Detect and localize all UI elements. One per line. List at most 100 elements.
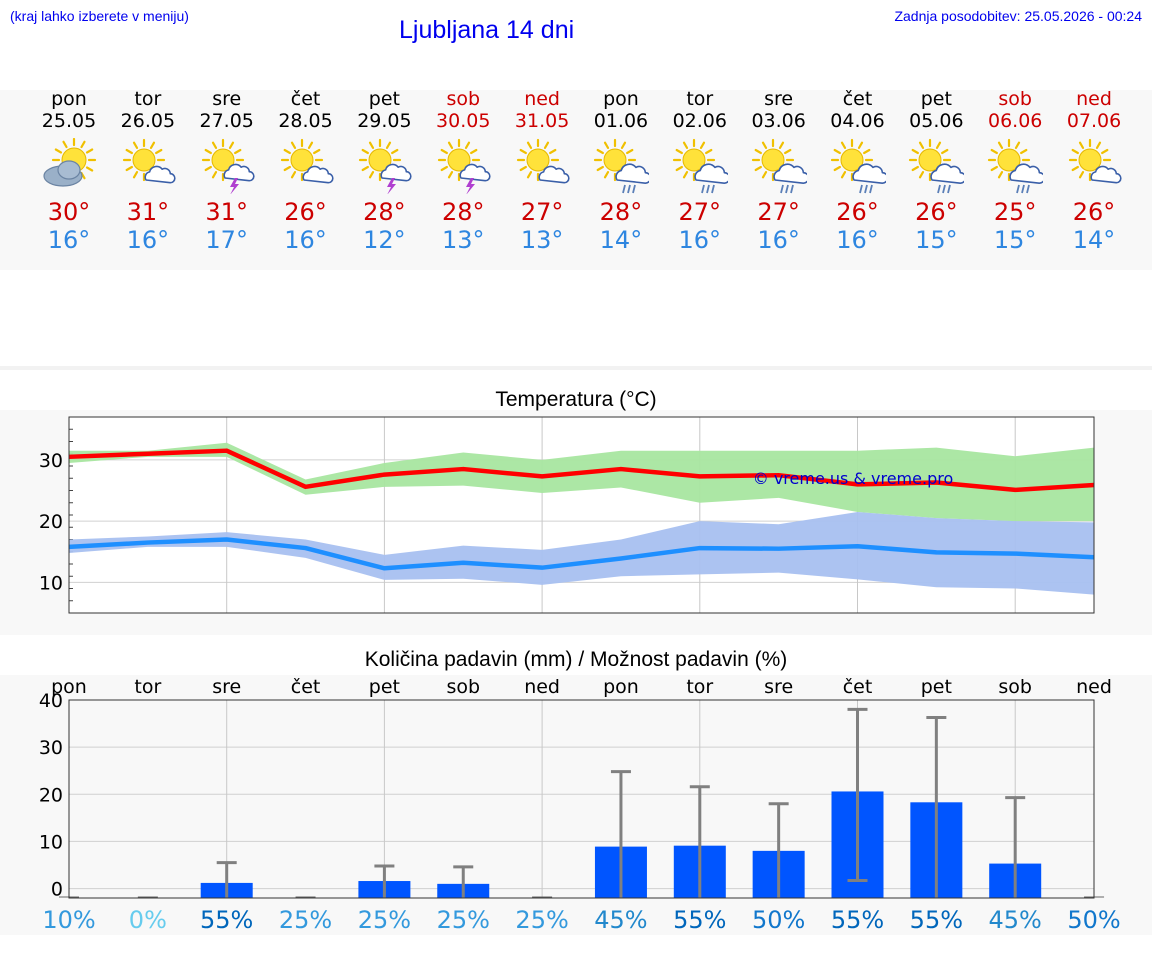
cloud-shape bbox=[538, 165, 570, 184]
day-name: pon bbox=[603, 88, 639, 110]
temp-min: 15° bbox=[915, 226, 958, 254]
x-category-label: sre bbox=[212, 676, 241, 698]
sun-ray bbox=[307, 141, 313, 149]
day-column: čet 04.06 26° 16° bbox=[818, 88, 897, 254]
sun-rain-icon bbox=[988, 138, 1044, 194]
sun-ray bbox=[290, 141, 296, 149]
last-update: Zadnja posodobitev: 25.05.2026 - 00:24 bbox=[894, 8, 1142, 24]
sun-ray bbox=[833, 165, 841, 172]
sun-ray bbox=[620, 141, 627, 149]
temp-max: 27° bbox=[678, 198, 722, 226]
temp-min: 13° bbox=[520, 226, 564, 254]
rain-drop bbox=[710, 184, 715, 194]
y-tick-label: 30 bbox=[39, 737, 63, 759]
sun-cloud-icon bbox=[516, 138, 570, 184]
sun-storm-icon bbox=[359, 138, 412, 194]
rain-drop bbox=[1021, 184, 1026, 194]
sun-ray bbox=[833, 148, 841, 155]
sun-ray bbox=[704, 148, 713, 155]
temp-min: 16° bbox=[284, 226, 327, 254]
sun-ray bbox=[448, 141, 454, 149]
day-column: ned 07.06 26° 14° bbox=[1055, 88, 1134, 254]
precip-chart-title: Količina padavin (mm) / Možnost padavin … bbox=[364, 648, 788, 671]
day-column: ned 31.05 27° 13° bbox=[503, 88, 582, 254]
temp-min: 14° bbox=[599, 226, 643, 254]
sun-ray bbox=[625, 148, 634, 155]
sun-ray bbox=[465, 141, 471, 149]
temp-min: 16° bbox=[678, 226, 722, 254]
precip-probability: 25% bbox=[279, 906, 332, 934]
sun-ray bbox=[369, 141, 375, 149]
temp-chart-title: Temperatura (°C) bbox=[495, 388, 657, 411]
sun-ray bbox=[596, 165, 604, 172]
temp-min: 16° bbox=[126, 226, 170, 254]
sun-ray bbox=[603, 171, 610, 179]
y-tick-label: 20 bbox=[39, 511, 63, 533]
day-name: ned bbox=[524, 88, 560, 110]
day-date: 02.06 bbox=[672, 110, 727, 132]
temp-min: 16° bbox=[47, 226, 91, 254]
sun-ray bbox=[862, 148, 870, 155]
temp-max: 27° bbox=[520, 198, 564, 226]
sun-ray bbox=[519, 148, 528, 155]
sun-ray bbox=[526, 171, 533, 179]
day-date: 03.06 bbox=[751, 110, 806, 132]
watermark: © vreme.us & vreme.pro bbox=[753, 469, 954, 488]
x-category-label: čet bbox=[291, 676, 321, 698]
rain-drop bbox=[700, 184, 705, 194]
day-column: pet 29.05 28° 12° bbox=[345, 88, 424, 254]
sun-ray bbox=[998, 141, 1004, 149]
sun-disc bbox=[997, 148, 1021, 172]
max-temp-line bbox=[68, 448, 1095, 493]
min-temp-range bbox=[69, 511, 1095, 595]
precip-probability: 55% bbox=[200, 906, 253, 934]
sun-ray bbox=[132, 171, 138, 179]
day-column: tor 26.05 31° 16° bbox=[108, 88, 187, 254]
x-category-label: sre bbox=[764, 676, 793, 698]
sun-disc bbox=[603, 148, 627, 172]
day-column: sob 30.05 28° 13° bbox=[424, 88, 503, 254]
rain-drop bbox=[937, 184, 942, 194]
y-tick-label: 10 bbox=[39, 572, 63, 594]
cloud-shape bbox=[694, 163, 728, 184]
sun-disc bbox=[211, 148, 235, 172]
precip-probability: 25% bbox=[515, 906, 568, 934]
day-name: sre bbox=[212, 88, 242, 110]
sun-ray bbox=[386, 141, 392, 149]
cloud-shape bbox=[772, 163, 807, 184]
day-column: pon 25.05 30° 16° bbox=[30, 88, 109, 254]
sun-ray bbox=[85, 148, 94, 154]
sun-ray bbox=[440, 165, 449, 172]
day-column: sob 06.06 25° 15° bbox=[976, 88, 1055, 254]
day-name: čet bbox=[290, 88, 321, 110]
sun-shape bbox=[438, 138, 481, 182]
sun-ray bbox=[211, 141, 217, 149]
sun-rain-icon bbox=[672, 138, 728, 194]
sun-ray bbox=[936, 141, 942, 149]
temp-max: 30° bbox=[47, 198, 91, 226]
sun-ray bbox=[290, 171, 296, 179]
sun-cloud-icon bbox=[280, 138, 334, 184]
sun-disc bbox=[918, 148, 942, 172]
sun-ray bbox=[54, 148, 63, 154]
day-name: tor bbox=[134, 88, 162, 110]
sun-ray bbox=[675, 165, 683, 172]
day-column: pon 01.06 28° 14° bbox=[581, 88, 660, 254]
sun-disc bbox=[1078, 148, 1102, 172]
temp-min: 16° bbox=[757, 226, 800, 254]
x-category-label: tor bbox=[134, 676, 161, 698]
day-name: pet bbox=[368, 88, 400, 110]
cloud-shape bbox=[851, 163, 886, 184]
sun-ray bbox=[549, 148, 557, 155]
x-category-label: ned bbox=[524, 676, 560, 698]
sun-disc bbox=[526, 148, 550, 172]
day-name: tor bbox=[686, 88, 714, 110]
rain-drop bbox=[863, 184, 868, 194]
rain-drop bbox=[627, 184, 631, 194]
sun-ray bbox=[682, 171, 688, 179]
sun-ray bbox=[369, 171, 375, 179]
sun-ray bbox=[778, 141, 784, 149]
sun-ray bbox=[919, 141, 925, 149]
sun-ray bbox=[283, 165, 291, 172]
temp-max: 26° bbox=[915, 198, 958, 226]
